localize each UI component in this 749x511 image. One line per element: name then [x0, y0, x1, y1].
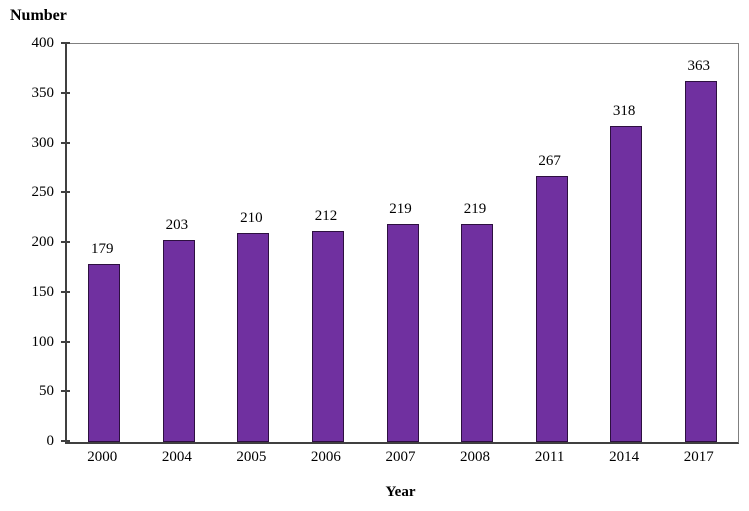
bar-value-label: 203 [165, 217, 189, 233]
x-axis-tick-label: 2005 [236, 449, 267, 465]
y-axis-tick-mark [61, 390, 70, 393]
y-axis-tick-label: 300 [31, 134, 55, 151]
y-axis-tick-mark [61, 191, 70, 194]
y-axis-tick-mark [61, 340, 70, 343]
x-axis-tick-label: 2006 [310, 449, 341, 465]
x-axis-title: Year [385, 484, 416, 500]
bar-2008 [461, 224, 494, 442]
bar-value-label: 219 [463, 201, 487, 218]
x-axis-tick-label: 2004 [161, 449, 192, 465]
y-axis-tick-mark [61, 141, 70, 144]
y-axis-tick-mark [61, 241, 70, 243]
y-axis-tick-mark [61, 440, 70, 442]
bar-value-label: 267 [538, 153, 561, 170]
plot-area [65, 43, 739, 444]
x-axis-tick-label: 2008 [460, 449, 491, 465]
y-axis-tick-label: 350 [31, 84, 55, 101]
x-axis-tick-label: 2007 [385, 449, 416, 465]
bar-value-label: 219 [389, 201, 412, 218]
bar-value-label: 179 [91, 240, 114, 257]
x-axis-tick-label: 2014 [609, 449, 640, 465]
y-axis-tick-label: 200 [31, 234, 55, 250]
bar-value-label: 318 [612, 102, 636, 119]
y-axis-tick-label: 250 [31, 184, 55, 201]
y-axis-tick-label: 400 [31, 35, 55, 51]
bar-2006 [311, 231, 344, 442]
y-axis-tick-mark [61, 42, 70, 44]
y-axis-tick-label: 0 [46, 433, 55, 449]
y-axis-tick-mark [61, 290, 70, 293]
bar-value-label: 363 [687, 57, 710, 74]
bar-2014 [610, 125, 643, 442]
bar-2011 [535, 176, 568, 442]
bar-2017 [684, 80, 717, 442]
y-axis-tick-label: 150 [31, 283, 55, 300]
bar-2000 [88, 263, 121, 442]
bar-value-label: 212 [314, 208, 338, 225]
y-axis-tick-mark [61, 91, 70, 94]
y-axis-tick-label: 50 [39, 383, 54, 400]
x-axis-tick-label: 2000 [87, 449, 118, 465]
bar-2007 [386, 224, 419, 442]
x-axis-tick-label: 2017 [683, 449, 714, 465]
y-axis-title: Number [10, 7, 67, 24]
y-axis-tick-label: 100 [31, 333, 55, 350]
bar-2005 [237, 233, 270, 442]
bar-value-label: 210 [240, 210, 263, 227]
x-axis-tick-label: 2011 [534, 449, 565, 465]
bar-2004 [162, 240, 195, 442]
